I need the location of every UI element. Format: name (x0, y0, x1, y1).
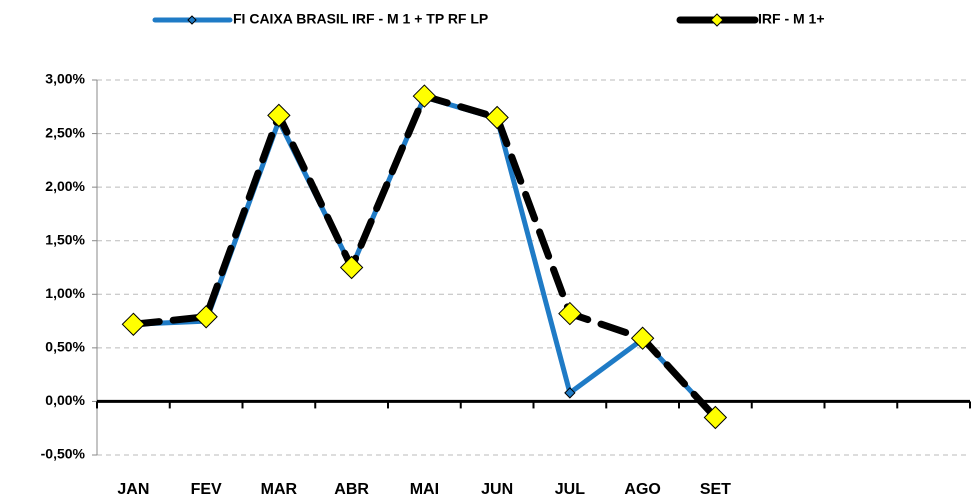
data-point (194, 305, 218, 329)
series-line (130, 94, 718, 420)
legend-label: IRF - M 1+ (758, 11, 825, 27)
y-tick-label: 0,50% (45, 339, 85, 355)
x-tick-label: JUL (555, 481, 585, 498)
y-tick-label: 2,50% (45, 124, 85, 140)
series-line (129, 92, 719, 421)
x-tick-label: JAN (117, 481, 149, 498)
data-point (485, 105, 509, 130)
legend-label: FI CAIXA BRASIL IRF - M 1 + TP RF LP (233, 11, 488, 27)
data-point (564, 387, 576, 399)
x-tick-label: ABR (334, 481, 369, 498)
x-tick-label: AGO (624, 481, 660, 498)
x-tick-label: FEV (191, 481, 222, 498)
x-tick-label: SET (700, 481, 731, 498)
data-point (630, 326, 655, 350)
x-tick-label: MAI (410, 481, 439, 498)
legend-marker (710, 13, 724, 27)
y-tick-label: 0,00% (45, 392, 85, 408)
data-point (412, 84, 437, 108)
y-tick-label: 2,00% (45, 178, 85, 194)
data-point (121, 312, 146, 336)
data-point (267, 103, 291, 128)
y-tick-label: 3,00% (45, 71, 85, 87)
x-tick-label: MAR (261, 481, 298, 498)
data-point (558, 301, 582, 326)
data-point (339, 255, 364, 280)
y-tick-label: -0,50% (41, 446, 86, 462)
legend-marker (187, 15, 197, 25)
data-point (703, 405, 728, 430)
y-tick-label: 1,50% (45, 231, 85, 247)
x-tick-label: JUN (481, 481, 513, 498)
y-tick-label: 1,00% (45, 285, 85, 301)
